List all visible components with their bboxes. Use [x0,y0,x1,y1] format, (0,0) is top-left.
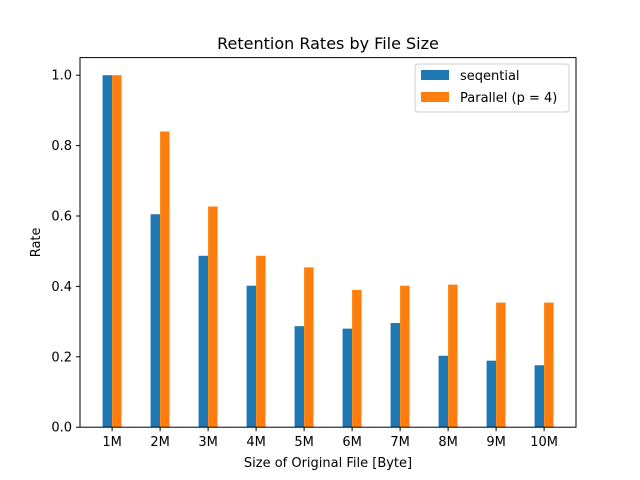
bar-seqential-2M [150,214,161,428]
bar-parallel-9M [496,302,506,428]
legend-swatch-seqential [421,70,449,80]
legend-frame [414,63,570,113]
y-axis: 0.0 0.2 0.4 0.6 0.8 1.0 [51,69,80,436]
bar-parallel-8M [448,284,458,428]
bar-parallel-3M [208,206,218,428]
y-tick-label: 0.0 [51,421,72,436]
chart-title: Retention Rates by File Size [217,34,439,53]
bar-seqential-9M [486,360,497,428]
x-tick-label: 8M [438,435,458,450]
bar-seqential-7M [390,323,401,428]
x-axis-label: Size of Original File [Byte] [244,456,412,471]
y-axis-label: Rate [29,227,44,257]
bar-seqential-10M [534,365,545,428]
y-tick-label: 0.2 [51,350,72,365]
y-tick-label: 1.0 [51,69,72,84]
bar-parallel-1M [112,75,122,428]
bar-parallel-10M [544,302,554,428]
x-axis: 1M 2M 3M 4M 5M 6M 7M 8M 9M 10M [102,427,558,450]
bar-parallel-6M [352,289,362,428]
x-tick-label: 2M [150,435,170,450]
x-tick-label: 6M [342,435,362,450]
x-tick-label: 7M [390,435,410,450]
bar-parallel-5M [304,267,314,428]
bar-seqential-8M [438,355,449,428]
legend-label-seqential: seqential [460,69,520,84]
y-tick-label: 0.6 [51,210,72,225]
x-tick-label: 4M [246,435,266,450]
bar-parallel-2M [160,131,170,428]
bar-seqential-5M [294,326,305,428]
x-tick-label: 1M [102,435,122,450]
y-tick-label: 0.4 [51,280,72,295]
x-tick-label: 5M [294,435,314,450]
legend-label-parallel: Parallel (p = 4) [460,91,557,106]
plot-frame [79,57,577,428]
bar-seqential-4M [246,285,257,428]
bar-seqential-6M [342,328,353,428]
bar-parallel-7M [400,285,410,428]
y-tick-label: 0.8 [51,139,72,154]
bar-seqential-1M [102,75,113,428]
x-tick-label: 3M [198,435,218,450]
bar-seqential-3M [198,255,209,428]
bar-parallel-4M [256,255,266,428]
x-tick-label: 9M [486,435,506,450]
bars-group [102,75,554,428]
x-tick-label: 10M [530,435,558,450]
legend-swatch-parallel [421,92,449,102]
legend: seqential Parallel (p = 4) [414,63,570,113]
